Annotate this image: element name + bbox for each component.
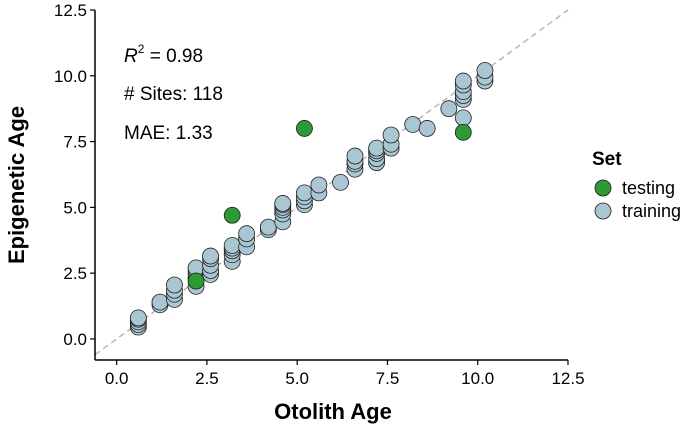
r2-annotation: R2 = 0.98	[124, 42, 203, 67]
x-axis-title: Otolith Age	[274, 399, 392, 424]
x-tick-label: 5.0	[285, 369, 309, 388]
point-training	[332, 173, 349, 191]
point-training	[166, 276, 183, 294]
point-testing	[296, 120, 313, 137]
point-training	[382, 126, 400, 144]
legend-title: Set	[592, 149, 622, 170]
point-training	[368, 139, 386, 157]
x-tick-label: 10.0	[461, 369, 494, 388]
y-tick-label: 12.5	[54, 1, 87, 20]
y-tick-label: 0.0	[63, 330, 87, 349]
point-training	[259, 218, 277, 236]
x-tick-label: 12.5	[551, 369, 584, 388]
point-testing	[223, 206, 241, 224]
y-tick-label: 10.0	[54, 67, 87, 86]
legend-swatch-training	[594, 202, 612, 220]
y-tick-label: 7.5	[63, 133, 87, 152]
legend-label-testing: testing	[622, 178, 675, 198]
x-tick-label: 2.5	[195, 369, 219, 388]
point-training	[440, 100, 458, 118]
point-training	[223, 237, 241, 254]
reference-line-layer	[94, 9, 569, 356]
point-training	[274, 195, 292, 212]
point-training	[346, 147, 364, 165]
point-training	[454, 72, 472, 90]
sites-annotation: # Sites: 118	[124, 84, 223, 105]
point-training	[418, 120, 436, 137]
point-testing	[454, 123, 472, 141]
x-tick-label: 0.0	[105, 369, 129, 388]
point-training	[202, 247, 219, 265]
identity-reference-line	[94, 9, 569, 356]
point-training	[238, 225, 256, 243]
point-training	[129, 309, 147, 327]
point-training	[476, 62, 494, 79]
point-training	[310, 176, 328, 194]
legend: Set testing training	[592, 149, 681, 221]
point-training	[404, 116, 422, 133]
y-axis-ticks: 0.0 2.5 5.0 7.5 10.0 12.5	[54, 1, 95, 349]
y-tick-label: 5.0	[63, 198, 87, 217]
point-training	[454, 109, 472, 127]
points-layer	[129, 62, 494, 336]
point-training	[151, 293, 169, 311]
legend-swatch-testing	[594, 179, 612, 197]
point-training	[296, 184, 313, 202]
point-testing	[187, 272, 205, 290]
y-axis-title: Epigenetic Age	[4, 106, 29, 264]
y-tick-label: 2.5	[63, 264, 87, 283]
mae-annotation: MAE: 1.33	[124, 123, 213, 144]
legend-label-training: training	[622, 201, 681, 221]
x-axis-ticks: 0.0 2.5 5.0 7.5 10.0 12.5	[105, 360, 585, 388]
x-tick-label: 7.5	[376, 369, 400, 388]
